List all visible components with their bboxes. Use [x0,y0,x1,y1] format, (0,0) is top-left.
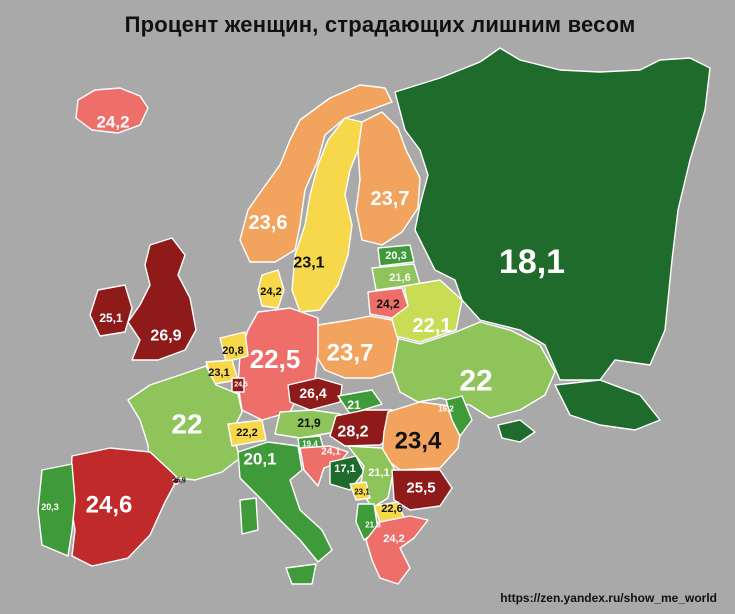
region-czechia [287,377,343,411]
region-andorra [172,477,180,485]
region-slovakia [337,389,383,415]
region-bosnia [329,455,365,491]
label-luxembourg: 24,5 [234,382,248,389]
label-italy: 20,1 [243,450,276,469]
label-serbia: 21,1 [368,467,389,479]
label-estonia: 20,3 [385,250,406,262]
label-portugal: 20,3 [41,502,59,512]
label-denmark: 24,2 [260,286,281,298]
region-russia [394,47,711,381]
region-switzerland [227,419,267,447]
label-uk: 26,9 [150,328,181,345]
region-finland [355,111,421,246]
region-italy [237,441,333,563]
region-italy-sardinia [239,497,259,535]
label-iceland: 24,2 [96,113,129,132]
label-slovenia: 19,4 [302,440,318,449]
label-moldova: 16,2 [438,405,454,414]
label-austria: 21,9 [297,416,321,430]
label-ireland: 25,1 [99,311,123,325]
label-lithuania: 24,2 [376,297,400,311]
label-andorra: 25,9 [172,478,186,485]
region-montenegro [349,481,371,501]
region-france [127,365,243,481]
region-russia-caucasus [554,379,661,431]
region-greece [365,515,429,585]
region-moldova [445,395,473,437]
region-ireland [89,284,133,337]
label-russia: 18,1 [499,243,565,281]
label-france: 22 [171,409,202,440]
region-denmark [257,269,285,309]
label-germany: 22,5 [250,344,301,374]
source-credit: https://zen.yandex.ru/show_me_world [500,591,717,605]
label-finland: 23,7 [371,188,410,210]
label-spain: 24,6 [86,492,133,519]
region-bulgaria [391,469,453,511]
label-belarus: 22,1 [413,315,452,337]
label-greece: 24,2 [383,533,404,545]
label-albania: 21,6 [365,521,381,530]
region-portugal [37,463,76,557]
region-luxembourg [231,377,245,393]
label-poland: 23,7 [327,340,374,367]
label-netherlands: 20,8 [222,345,243,357]
region-russia-crimea [497,419,536,443]
region-netherlands [219,331,249,363]
label-croatia: 24,1 [321,447,341,458]
region-sweden [291,117,363,313]
label-north-macedonia: 22,6 [381,503,402,515]
label-montenegro: 23,1 [354,488,370,497]
label-slovakia: 21 [347,398,361,412]
region-italy-sicily [285,563,317,585]
region-norway [239,84,393,263]
map-title: Процент женщин, страдающих лишним весом [124,12,636,37]
label-sweden: 23,1 [293,255,324,272]
label-ukraine: 22 [459,365,492,398]
region-iceland [75,87,149,134]
region-estonia [377,244,415,267]
region-ukraine [391,321,556,419]
label-belgium: 23,1 [208,367,229,379]
label-norway: 23,6 [249,212,288,234]
region-spain [69,447,179,567]
label-czechia: 26,4 [299,385,326,401]
label-hungary: 28,2 [337,424,368,441]
region-poland [313,315,399,379]
label-bulgaria: 25,5 [406,480,435,497]
region-uk [127,237,197,361]
label-bosnia: 17,1 [334,463,355,475]
label-switzerland: 22,2 [236,427,257,439]
region-romania [381,401,463,471]
label-latvia: 21,6 [389,272,410,284]
label-romania: 23,4 [395,428,442,455]
region-serbia [347,445,395,509]
region-belarus [391,279,463,343]
